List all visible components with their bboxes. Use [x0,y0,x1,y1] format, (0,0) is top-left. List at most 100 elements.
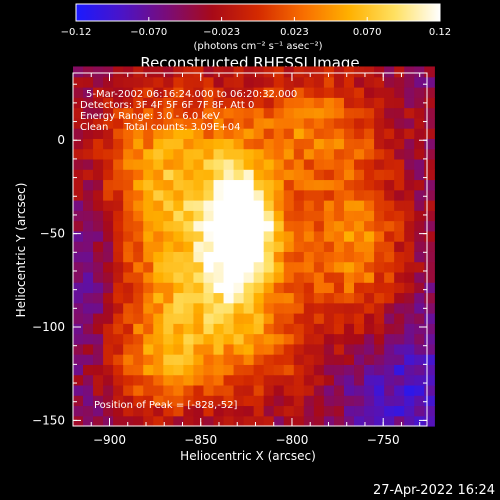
heatmap-cell [103,97,114,109]
heatmap-cell [73,323,84,335]
heatmap-cell [143,415,154,427]
heatmap-cell [103,220,114,232]
heatmap-cell [193,220,205,232]
heatmap-cell [133,158,144,170]
heatmap-cell [163,107,174,119]
heatmap-cell [273,395,285,407]
heatmap-cell [93,302,104,314]
heatmap-cell [354,323,365,335]
heatmap-cell [404,364,415,376]
heatmap-cell [253,251,265,263]
heatmap-cell [273,138,285,150]
heatmap-cell [303,138,315,150]
heatmap-cell [113,179,124,191]
heatmap-cell [193,395,205,407]
heatmap-cell [113,200,124,211]
heatmap-cell [143,66,154,78]
heatmap-cell [173,333,184,345]
heatmap-cell [343,384,355,396]
heatmap-cell [384,76,395,88]
heatmap-cell [273,169,285,181]
heatmap-cell [83,313,94,324]
heatmap-cell [263,107,275,119]
heatmap-cell [424,395,435,407]
heatmap-cell [364,313,375,324]
heatmap-cell [354,241,365,252]
heatmap-cell [173,384,184,396]
heatmap-cell [203,210,215,222]
heatmap-cell [283,158,295,170]
heatmap-cell [253,179,265,191]
heatmap-cell [233,302,245,314]
heatmap-cell [163,292,174,304]
heatmap-cell [323,323,335,335]
heatmap-cell [183,302,195,314]
heatmap-cell [173,210,184,222]
heatmap-cell [374,261,385,273]
y-axis-label: Heliocentric Y (arcsec) [14,183,28,318]
heatmap-cell [333,333,345,345]
heatmap-cell [364,210,375,222]
heatmap-cell [273,117,285,129]
heatmap-cell [384,271,395,283]
heatmap-cell [193,374,205,386]
heatmap-cell [163,241,174,252]
heatmap-cell [424,148,435,160]
heatmap-cell [333,148,345,160]
heatmap-cell [143,169,154,181]
heatmap-cell [203,415,215,427]
heatmap-cell [384,148,395,160]
heatmap-cell [123,302,134,314]
heatmap-cell [223,395,235,407]
heatmap-cell [293,117,305,129]
heatmap-cell [384,66,395,78]
heatmap-cell [73,230,84,242]
heatmap-cell [163,128,174,139]
heatmap-cell [123,354,134,365]
heatmap-cell [183,384,195,396]
heatmap-cell [153,384,164,396]
heatmap-cell [203,271,215,283]
heatmap-cell [404,261,415,273]
heatmap-cell [414,415,425,427]
heatmap-cell [384,251,395,263]
heatmap-cell [73,302,84,314]
heatmap-cell [313,415,325,427]
heatmap-cell [293,148,305,160]
heatmap-cell [414,169,425,181]
heatmap-cell [394,313,405,324]
heatmap-cell [273,271,285,283]
heatmap-cell [213,97,225,109]
heatmap-cell [193,302,205,314]
heatmap-cell [123,76,134,88]
heatmap-cell [313,271,325,283]
heatmap-cell [83,128,94,139]
heatmap-cell [283,313,295,324]
heatmap-cell [313,138,325,150]
heatmap-cell [113,220,124,232]
heatmap-cell [143,220,154,232]
heatmap-cell [354,313,365,324]
heatmap-cell [374,148,385,160]
heatmap-cell [83,179,94,191]
heatmap-cell [103,107,114,119]
heatmap-cell [223,241,235,252]
heatmap-cell [374,384,385,396]
colorbar-gradient [76,4,440,21]
heatmap-cell [173,87,184,98]
heatmap-cell [404,189,415,201]
heatmap-cell [93,138,104,150]
heatmap-cell [83,76,94,88]
heatmap-cell [113,405,124,417]
heatmap-cell [193,323,205,335]
heatmap-cell [333,323,345,335]
heatmap-cell [133,138,144,150]
heatmap-cell [103,241,114,252]
heatmap-cell [153,292,164,304]
heatmap-cell [283,189,295,201]
heatmap-cell [323,210,335,222]
heatmap-cell [223,271,235,283]
heatmap-cell [354,76,365,88]
heatmap-cell [394,189,405,201]
heatmap-cell [333,415,345,427]
